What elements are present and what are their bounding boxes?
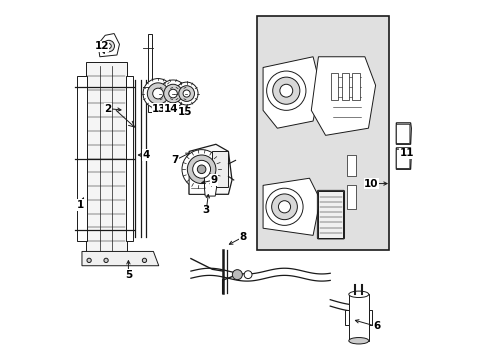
Polygon shape <box>395 123 410 144</box>
Circle shape <box>104 258 108 262</box>
FancyBboxPatch shape <box>395 124 409 144</box>
Circle shape <box>266 71 305 111</box>
Polygon shape <box>189 144 231 194</box>
Text: 6: 6 <box>372 321 380 332</box>
FancyBboxPatch shape <box>395 149 409 168</box>
Circle shape <box>106 44 111 49</box>
Text: 4: 4 <box>142 150 150 160</box>
Circle shape <box>103 40 114 52</box>
Circle shape <box>87 258 91 262</box>
Bar <box>148 33 152 112</box>
Ellipse shape <box>348 338 368 344</box>
Polygon shape <box>82 251 159 266</box>
Polygon shape <box>311 57 375 135</box>
Circle shape <box>159 80 186 107</box>
Bar <box>85 62 126 255</box>
Circle shape <box>272 77 299 104</box>
Bar <box>346 155 355 176</box>
Text: 5: 5 <box>124 270 132 280</box>
Bar <box>348 294 368 341</box>
Text: 2: 2 <box>104 104 111 113</box>
Circle shape <box>244 271 251 279</box>
Circle shape <box>192 160 210 178</box>
Bar <box>346 185 355 208</box>
Bar <box>352 73 359 100</box>
Bar <box>345 310 348 325</box>
Polygon shape <box>189 173 206 194</box>
Circle shape <box>142 258 146 262</box>
Text: 7: 7 <box>171 156 178 165</box>
Polygon shape <box>263 178 320 235</box>
Circle shape <box>278 201 290 213</box>
Circle shape <box>175 82 198 105</box>
Polygon shape <box>204 173 216 196</box>
Bar <box>318 192 343 238</box>
Circle shape <box>279 84 292 97</box>
Circle shape <box>163 84 182 103</box>
Circle shape <box>168 89 177 98</box>
Bar <box>125 76 133 241</box>
Text: 11: 11 <box>399 148 413 158</box>
Polygon shape <box>395 148 410 169</box>
Circle shape <box>152 88 163 99</box>
Bar <box>368 310 372 325</box>
Text: 12: 12 <box>94 41 109 51</box>
Text: 13: 13 <box>152 104 166 113</box>
Text: 9: 9 <box>210 175 217 185</box>
Bar <box>257 16 388 249</box>
Polygon shape <box>98 33 119 57</box>
Polygon shape <box>263 57 320 128</box>
Circle shape <box>183 90 190 97</box>
Circle shape <box>179 86 194 102</box>
Circle shape <box>271 194 297 220</box>
Text: 10: 10 <box>364 179 378 189</box>
Text: 8: 8 <box>239 232 246 242</box>
Circle shape <box>143 78 173 109</box>
Text: 14: 14 <box>163 104 178 113</box>
Bar <box>341 73 348 100</box>
Ellipse shape <box>348 291 368 297</box>
Circle shape <box>147 83 168 104</box>
Circle shape <box>232 270 242 280</box>
Bar <box>212 152 228 187</box>
Bar <box>77 76 86 241</box>
Bar <box>330 73 337 100</box>
Circle shape <box>187 155 216 184</box>
Circle shape <box>197 165 205 174</box>
Circle shape <box>265 188 303 225</box>
Text: 3: 3 <box>202 205 209 215</box>
Text: 1: 1 <box>77 200 84 210</box>
Text: 15: 15 <box>178 107 192 117</box>
Circle shape <box>182 150 221 189</box>
